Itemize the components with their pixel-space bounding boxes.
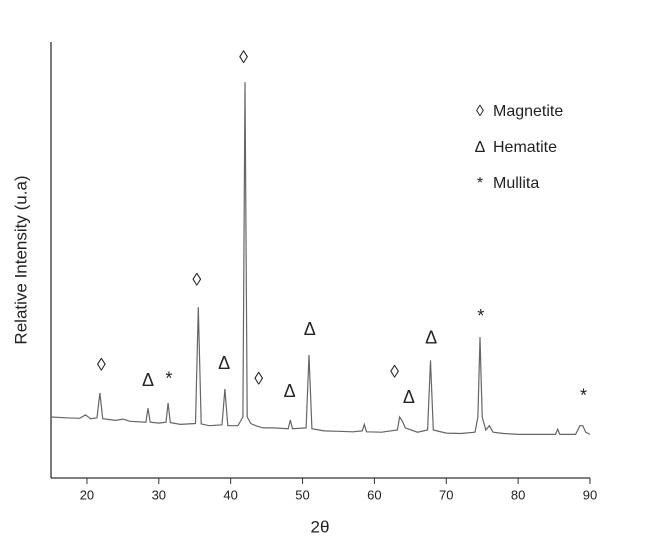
x-tick-label: 50 (295, 487, 309, 502)
y-axis-label: Relative Intensity (u.a) (11, 175, 30, 344)
x-tick-label: 20 (80, 487, 94, 502)
peak-marker: Δ (403, 387, 415, 407)
x-tick-label: 80 (511, 487, 525, 502)
peak-marker: * (165, 369, 172, 389)
peak-marker: ◊ (254, 369, 263, 389)
xrd-line (50, 82, 591, 435)
peak-marker: * (477, 306, 484, 326)
peak-marker: Δ (425, 328, 437, 348)
legend-label: Magnetite (493, 103, 563, 120)
legend-label: Mullita (493, 175, 539, 192)
peak-marker: ◊ (192, 270, 201, 290)
legend-symbol: Δ (475, 139, 486, 156)
x-tick-label: 70 (439, 487, 453, 502)
peak-marker: ◊ (239, 47, 248, 67)
legend-symbol: ◊ (476, 103, 484, 120)
x-axis-label: 2θ (311, 517, 330, 536)
legend-symbol: * (477, 175, 483, 192)
peak-marker: Δ (142, 370, 154, 390)
peak-marker: * (580, 386, 587, 406)
peak-marker: Δ (218, 353, 230, 373)
peak-marker: ◊ (390, 362, 399, 382)
x-tick-label: 40 (223, 487, 237, 502)
peak-marker: Δ (284, 381, 296, 401)
peak-marker: Δ (304, 319, 316, 339)
x-tick-label: 60 (367, 487, 381, 502)
legend-label: Hematite (493, 139, 557, 156)
x-tick-label: 90 (583, 487, 597, 502)
peak-marker: ◊ (97, 355, 106, 375)
x-tick-label: 30 (152, 487, 166, 502)
